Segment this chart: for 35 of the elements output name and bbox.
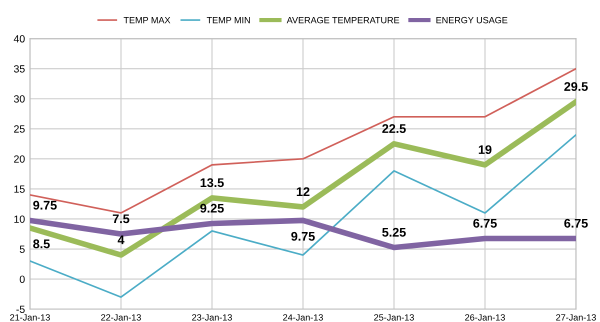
y-tick-label: 20 bbox=[14, 155, 25, 163]
x-tick-label: 26-Jan-13 bbox=[465, 314, 505, 321]
x-tick-label: 27-Jan-13 bbox=[556, 314, 596, 321]
y-tick-label: 40 bbox=[14, 35, 25, 43]
data-label: 29.5 bbox=[564, 82, 588, 91]
data-label: 9.75 bbox=[291, 232, 315, 241]
y-tick-label: 0 bbox=[20, 276, 25, 283]
x-tick-label: 22-Jan-13 bbox=[101, 314, 141, 321]
data-label: 13.5 bbox=[200, 178, 224, 188]
y-tick-label: -5 bbox=[16, 306, 25, 313]
y-tick-label: 30 bbox=[14, 95, 25, 103]
legend-label: ENERGY USAGE bbox=[436, 16, 508, 24]
legend-label: TEMP MAX bbox=[124, 17, 170, 24]
y-tick-label: 15 bbox=[14, 186, 25, 193]
x-tick-label: 21-Jan-13 bbox=[10, 314, 50, 321]
data-label: 9.25 bbox=[200, 204, 224, 213]
x-tick-label: 23-Jan-13 bbox=[192, 314, 232, 321]
y-tick-label: 25 bbox=[14, 125, 25, 133]
data-label: 22.5 bbox=[382, 124, 406, 134]
x-tick-label: 25-Jan-13 bbox=[374, 314, 414, 321]
data-label: 7.5 bbox=[112, 214, 130, 224]
data-label: 19 bbox=[478, 145, 492, 154]
y-tick-label: 35 bbox=[14, 65, 25, 73]
data-label: 4 bbox=[118, 235, 124, 244]
data-label: 6.75 bbox=[564, 218, 588, 228]
legend-label: TEMP MIN bbox=[206, 17, 250, 24]
y-tick-label: 5 bbox=[20, 246, 25, 253]
data-label: 12 bbox=[296, 187, 310, 196]
data-label: 8.5 bbox=[33, 239, 50, 248]
data-label: 5.25 bbox=[382, 228, 406, 237]
legend-label: AVERAGE TEMPERATURE bbox=[286, 16, 400, 24]
y-tick-label: 10 bbox=[14, 215, 25, 223]
x-tick-label: 24-Jan-13 bbox=[283, 314, 323, 321]
data-label: 9.75 bbox=[33, 200, 57, 210]
data-label: 6.75 bbox=[473, 218, 497, 228]
